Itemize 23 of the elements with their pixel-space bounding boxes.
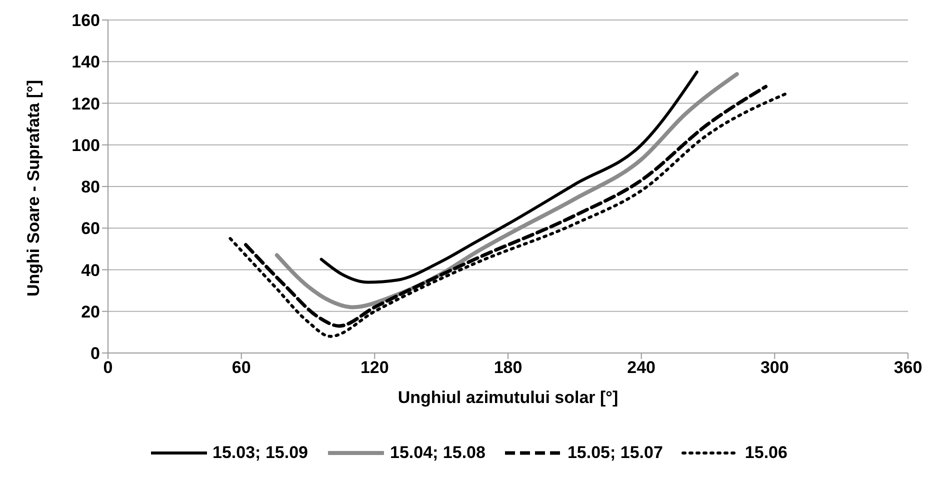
y-tick-label: 40 bbox=[81, 260, 100, 280]
y-tick-label: 100 bbox=[72, 136, 100, 155]
x-tick-label: 300 bbox=[760, 358, 789, 378]
line-series bbox=[320, 70, 698, 284]
x-axis-title: Unghiul azimutului solar [°] bbox=[398, 388, 618, 408]
y-tick-label: 120 bbox=[72, 94, 100, 114]
y-tick-label: 160 bbox=[72, 11, 100, 30]
x-tick-label: 120 bbox=[360, 358, 389, 378]
legend-label: 15.04; 15.08 bbox=[390, 443, 486, 463]
y-tick-label: 80 bbox=[81, 178, 100, 197]
y-tick-label: 60 bbox=[81, 219, 100, 238]
x-tick-label: 240 bbox=[627, 358, 656, 378]
y-tick-label: 0 bbox=[90, 344, 100, 364]
x-tick-label: 60 bbox=[232, 358, 251, 378]
y-tick-label: 20 bbox=[81, 302, 100, 322]
legend-label: 15.03; 15.09 bbox=[212, 443, 308, 463]
legend-label: 15.06 bbox=[744, 443, 788, 463]
x-tick-label: 0 bbox=[103, 358, 113, 378]
x-tick-label: 180 bbox=[494, 358, 522, 378]
legend-label: 15.05; 15.07 bbox=[567, 443, 663, 463]
y-tick-label: 140 bbox=[72, 52, 100, 72]
x-tick-label: 360 bbox=[894, 358, 922, 378]
y-axis-title: Unghi Soare - Suprafata [°] bbox=[24, 80, 44, 296]
